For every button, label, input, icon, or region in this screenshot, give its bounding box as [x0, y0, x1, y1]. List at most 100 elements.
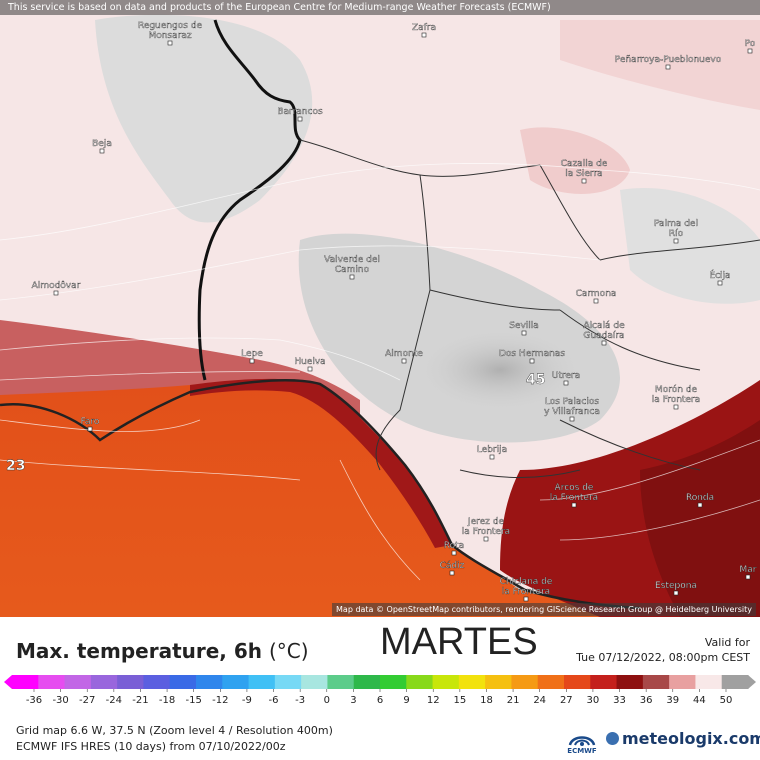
color-scale-swatch	[537, 675, 565, 689]
city-label: Valverde del Camino	[324, 255, 380, 275]
city-marker	[745, 574, 751, 580]
meteologix-text: meteologix.com	[622, 729, 760, 748]
color-scale-tick: 12	[427, 695, 440, 706]
color-scale-swatch	[721, 675, 749, 689]
color-scale-tick: 27	[560, 695, 573, 706]
city-marker	[523, 596, 529, 602]
city-marker	[451, 550, 457, 556]
color-scale-left-arrow	[4, 675, 12, 689]
color-scale-tick: 39	[666, 695, 679, 706]
city-label: Carmona	[576, 289, 617, 299]
city-label: Huelva	[294, 357, 325, 367]
city-marker	[593, 298, 599, 304]
color-scale-swatch	[327, 675, 355, 689]
city-label: Faro	[81, 417, 100, 427]
city-marker	[571, 502, 577, 508]
city-label: Peñarroya-Pueblonuevo	[615, 55, 722, 65]
city-label: Cazalla de la Sierra	[561, 159, 608, 179]
title-unit: (°C)	[268, 639, 309, 663]
color-scale-swatch	[642, 675, 670, 689]
color-scale-swatch	[12, 675, 39, 689]
city-label: Palma del Río	[654, 219, 698, 239]
min-extreme-label: 23	[6, 458, 25, 474]
city-marker	[601, 340, 607, 346]
color-scale-tick: -27	[79, 695, 95, 706]
color-scale-tick: 9	[403, 695, 409, 706]
city-marker	[569, 416, 575, 422]
color-scale-tick: -12	[212, 695, 228, 706]
city-label: Écija	[709, 269, 730, 281]
city-marker	[697, 502, 703, 508]
color-scale-tick: -30	[52, 695, 68, 706]
color-scale-swatch	[590, 675, 618, 689]
coastal-strip	[190, 378, 452, 548]
city-label: Reguengos de Monsaraz	[138, 21, 203, 41]
color-scale-tick: -15	[186, 695, 202, 706]
grey-zone-north	[95, 14, 313, 223]
color-scale-swatch	[90, 675, 118, 689]
ecmwf-logo[interactable]: ECMWF	[562, 727, 602, 757]
color-scale-tick: 24	[533, 695, 546, 706]
city-marker	[401, 358, 407, 364]
city-label: Po	[745, 39, 756, 49]
color-scale-swatch	[695, 675, 723, 689]
map-title: Max. temperature, 6h (°C)	[16, 639, 309, 663]
color-scale-swatch	[248, 675, 276, 689]
color-scale-swatch	[458, 675, 486, 689]
color-scale-tick: -3	[295, 695, 305, 706]
color-scale: -36 -30 -27 -24 -21 -18 -15 -12 -9 -6 -3 0 3 6 9 12 15 18…	[4, 675, 756, 706]
ecmwf-notice: This service is based on data and produc…	[0, 0, 760, 15]
grey-zone-east	[620, 188, 760, 304]
color-scale-swatches	[4, 675, 756, 689]
city-marker	[521, 330, 527, 336]
color-scale-swatch	[406, 675, 434, 689]
city-marker	[563, 380, 569, 386]
color-scale-tick: 6	[377, 695, 383, 706]
color-scale-swatch	[169, 675, 197, 689]
meteologix-logo[interactable]: meteologix.com	[606, 729, 760, 748]
city-label: Barrancos	[277, 107, 323, 117]
city-label: Almodôvar	[32, 280, 81, 291]
color-scale-tick: 30	[587, 695, 600, 706]
city-labels: Reguengos de Monsaraz Zafra Peñarroya-Puebl…	[31, 21, 757, 602]
city-label: Arcos de la Frontera	[550, 483, 598, 503]
city-label: Ronda	[686, 493, 714, 503]
color-scale-swatch	[38, 675, 66, 689]
province-borders	[299, 139, 760, 478]
color-scale-tick: -18	[159, 695, 175, 706]
color-scale-tick: 0	[324, 695, 330, 706]
color-scale-swatch	[380, 675, 407, 689]
color-scale-tick: 18	[480, 695, 493, 706]
city-label: Mar	[740, 565, 757, 575]
city-marker	[747, 48, 753, 54]
city-label: Almonte	[385, 349, 423, 359]
city-label: Cádiz	[440, 561, 465, 571]
city-label: Jerez de la Frontera	[462, 517, 510, 537]
ecmwf-logo-icon	[568, 736, 596, 746]
city-marker	[249, 358, 255, 364]
city-label: Beja	[92, 139, 112, 149]
city-marker	[297, 116, 303, 122]
coastline	[0, 379, 641, 610]
city-marker	[449, 570, 455, 576]
city-marker	[167, 40, 173, 46]
city-label: Lepe	[241, 349, 263, 359]
color-scale-tick: -36	[26, 695, 42, 706]
city-marker	[489, 454, 495, 460]
city-label: Chiclana de la Frontera	[500, 577, 553, 597]
color-scale-tick: 15	[453, 695, 466, 706]
temperature-map[interactable]: Reguengos de Monsaraz Zafra Peñarroya-Puebl…	[0, 0, 760, 617]
map-attribution[interactable]: Map data © OpenStreetMap contributors, r…	[332, 603, 756, 616]
ecmwf-logo-text: ECMWF	[567, 747, 597, 755]
city-marker	[421, 32, 427, 38]
hot-core	[410, 325, 590, 415]
city-marker	[673, 590, 679, 596]
city-marker	[529, 358, 535, 364]
color-scale-swatch	[616, 675, 644, 689]
color-scale-tick: -6	[269, 695, 279, 706]
valid-label: Valid for	[704, 636, 750, 649]
city-label: Estepona	[655, 581, 697, 591]
color-scale-tick: -24	[106, 695, 122, 706]
city-label: Dos Hermanas	[499, 349, 565, 359]
